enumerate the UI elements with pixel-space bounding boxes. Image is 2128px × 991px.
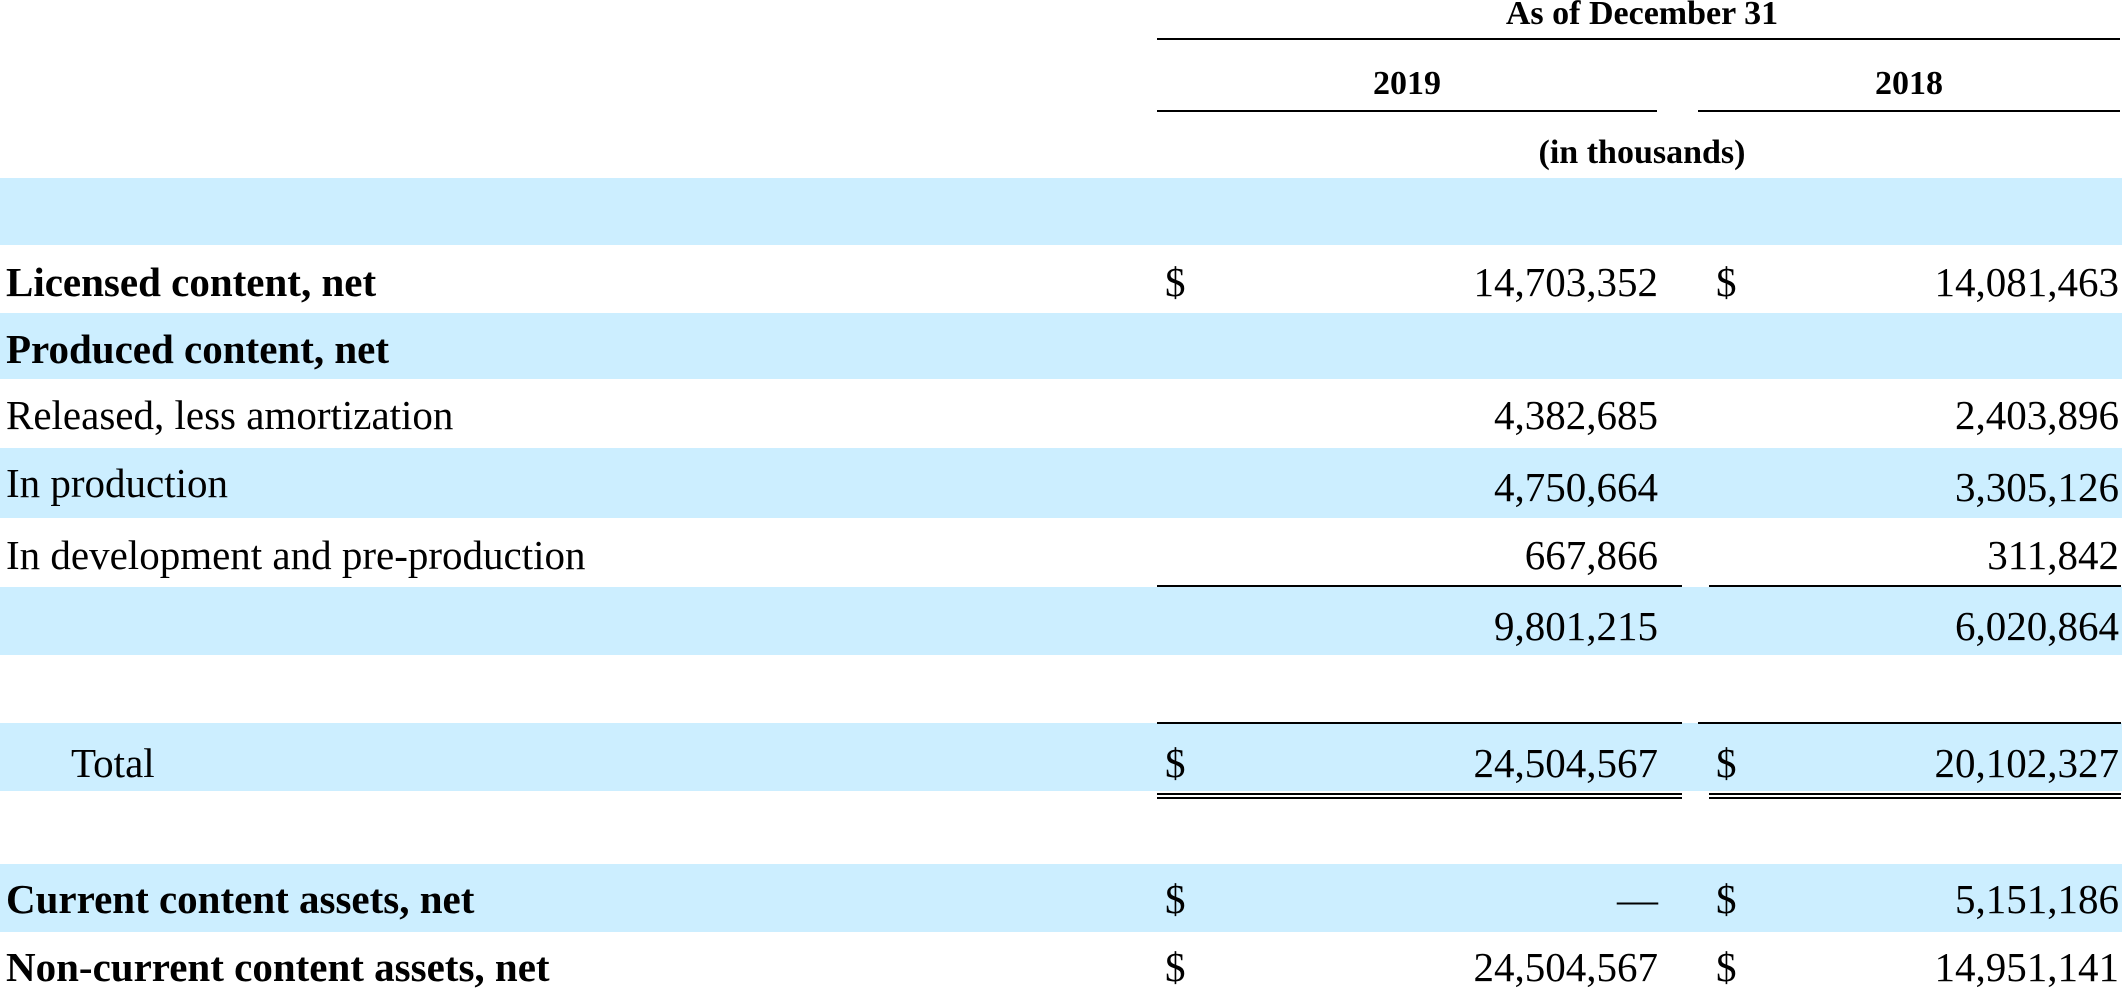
currency-symbol: $ — [1165, 876, 1186, 922]
currency-symbol: $ — [1716, 259, 1737, 305]
total-rule-2019 — [1157, 722, 1682, 724]
value-2018-licensed: 14,081,463 — [1934, 259, 2120, 305]
row-label-released: Released, less amortization — [6, 392, 454, 438]
value-2019-in-production: 4,750,664 — [1494, 464, 1658, 510]
row-label-non-current-content-assets: Non-current content assets, net — [6, 944, 550, 990]
row-band — [0, 864, 2122, 932]
value-2018-non-current: 14,951,141 — [1934, 944, 2120, 990]
value-2019-non-current: 24,504,567 — [1473, 944, 1659, 990]
period-header-rule — [1157, 38, 2120, 40]
row-label-total: Total — [71, 740, 155, 786]
value-2018-current: 5,151,186 — [1955, 876, 2119, 922]
row-band — [0, 313, 2122, 379]
row-band — [0, 723, 2122, 791]
year-2018-rule — [1698, 110, 2120, 112]
total-rule-2018 — [1698, 722, 2121, 724]
row-label-in-development: In development and pre-production — [6, 532, 586, 578]
currency-symbol: $ — [1716, 740, 1737, 786]
row-label-in-production: In production — [6, 460, 229, 506]
value-2019-licensed: 14,703,352 — [1473, 259, 1659, 305]
currency-symbol: $ — [1165, 944, 1186, 990]
year-2018-header: 2018 — [1875, 65, 1943, 102]
currency-symbol: $ — [1716, 944, 1737, 990]
row-label-produced-content: Produced content, net — [6, 326, 390, 372]
value-2018-in-production: 3,305,126 — [1955, 464, 2119, 510]
total-double-rule-2018 — [1709, 793, 2121, 799]
year-2019-rule — [1157, 110, 1657, 112]
row-band — [0, 178, 2122, 245]
value-2019-released: 4,382,685 — [1494, 392, 1658, 438]
value-2019-produced-subtotal: 9,801,215 — [1494, 603, 1658, 649]
currency-symbol: $ — [1165, 259, 1186, 305]
value-2018-produced-subtotal: 6,020,864 — [1955, 603, 2119, 649]
value-2019-in-development: 667,866 — [1524, 532, 1658, 578]
row-label-licensed-content: Licensed content, net — [6, 259, 377, 305]
value-2018-in-development: 311,842 — [1987, 532, 2119, 578]
currency-symbol: $ — [1165, 740, 1186, 786]
value-2019-current: — — [1617, 876, 1658, 922]
year-2019-header: 2019 — [1373, 65, 1441, 102]
period-header: As of December 31 — [1505, 0, 1779, 32]
row-band — [0, 587, 2122, 655]
row-label-current-content-assets: Current content assets, net — [6, 876, 475, 922]
subtotal-rule-2019 — [1157, 585, 1682, 587]
total-double-rule-2019 — [1157, 793, 1682, 799]
units-label: (in thousands) — [1538, 134, 1746, 171]
value-2018-released: 2,403,896 — [1955, 392, 2119, 438]
row-band — [0, 448, 2122, 518]
currency-symbol: $ — [1716, 876, 1737, 922]
value-2018-total: 20,102,327 — [1934, 740, 2120, 786]
value-2019-total: 24,504,567 — [1473, 740, 1659, 786]
subtotal-rule-2018 — [1709, 585, 2121, 587]
